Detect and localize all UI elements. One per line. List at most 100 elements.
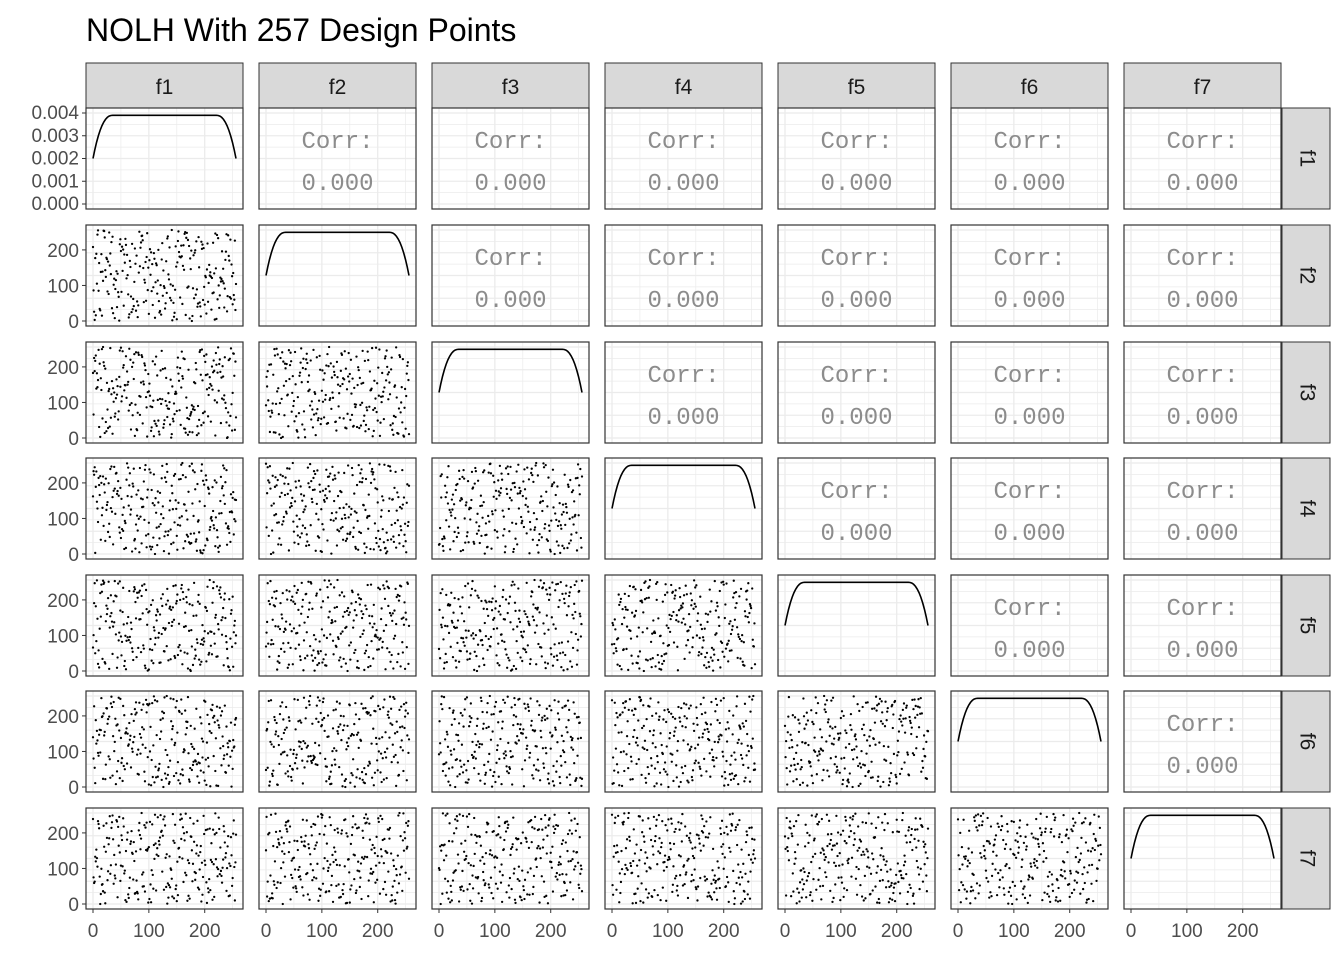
scatter-point (811, 720, 814, 724)
scatter-point (382, 706, 385, 709)
scatter-point (292, 399, 296, 403)
scatter-point (270, 772, 274, 775)
scatter-point (569, 478, 572, 482)
scatter-point (805, 723, 808, 726)
scatter-point (124, 634, 127, 637)
scatter-point (624, 700, 628, 703)
scatter-point (222, 606, 225, 610)
scatter-point (742, 641, 745, 644)
scatter-point (631, 778, 634, 781)
scatter-point (96, 739, 99, 742)
scatter-point (508, 659, 511, 662)
scatter-point (373, 622, 376, 625)
scatter-point (232, 491, 235, 494)
scatter-point (694, 586, 697, 589)
scatter-point (689, 748, 692, 751)
scatter-point (273, 485, 277, 488)
scatter-point (507, 771, 510, 775)
scatter-point (740, 639, 743, 643)
scatter-point (281, 751, 284, 754)
scatter-point (274, 476, 277, 479)
scatter-point (123, 253, 126, 256)
scatter-point (652, 619, 655, 622)
scatter-point (301, 524, 305, 527)
scatter-point (373, 771, 377, 774)
scatter-point (460, 743, 464, 746)
scatter-point (316, 763, 319, 767)
scatter-point (369, 547, 372, 551)
scatter-point (817, 759, 820, 762)
scatter-point (400, 739, 403, 742)
scatter-point (163, 650, 166, 653)
scatter-point (153, 857, 156, 861)
scatter-point (384, 546, 387, 550)
scatter-point (729, 763, 732, 766)
scatter-point (197, 888, 201, 891)
scatter-point (164, 627, 167, 630)
corr-label: Corr: (1166, 479, 1238, 506)
scatter-point (176, 760, 180, 764)
scatter-point (313, 755, 316, 759)
scatter-point (174, 706, 177, 709)
scatter-point (503, 527, 506, 531)
scatter-point (128, 876, 132, 879)
scatter-point (349, 734, 353, 737)
scatter-point (196, 425, 199, 428)
scatter-point (100, 583, 103, 586)
scatter-point (225, 641, 228, 644)
scatter-point (289, 599, 293, 602)
scatter-point (127, 466, 130, 469)
scatter-point (145, 255, 148, 259)
scatter-point (482, 607, 485, 610)
scatter-point (199, 716, 202, 719)
scatter-point (151, 599, 154, 602)
scatter-point (230, 275, 234, 278)
scatter-point (307, 700, 311, 703)
scatter-point (343, 513, 346, 517)
scatter-point (517, 463, 520, 466)
scatter-point (626, 720, 629, 723)
scatter-point (211, 828, 215, 831)
scatter-point (372, 429, 375, 433)
panel-border (258, 690, 417, 793)
scatter-point (218, 358, 221, 361)
scatter-point (99, 475, 102, 478)
scatter-point (114, 783, 118, 786)
scatter-point (518, 620, 522, 624)
scatter-point (343, 610, 346, 614)
scatter-point (101, 417, 104, 420)
scatter-point (489, 645, 492, 648)
scatter-point (315, 502, 318, 506)
panel-f1-f2: Corr:0.000 (258, 107, 417, 210)
scatter-point (444, 774, 447, 777)
scatter-point (295, 756, 298, 759)
scatter-point (439, 475, 442, 478)
corr-value: 0.000 (1166, 521, 1238, 548)
scatter-point (698, 765, 701, 768)
scatter-point (333, 586, 336, 589)
scatter-point (359, 472, 362, 475)
scatter-point (528, 662, 532, 666)
scatter-point (348, 505, 351, 508)
scatter-point (234, 833, 238, 836)
scatter-point (474, 757, 478, 760)
scatter-point (349, 358, 353, 361)
scatter-point (540, 736, 543, 739)
scatter-point (672, 641, 676, 644)
scatter-point (322, 658, 325, 661)
corr-label: Corr: (474, 129, 546, 156)
scatter-point (233, 619, 237, 623)
scatter-point (658, 715, 661, 718)
scatter-point (217, 628, 220, 631)
scatter-point (157, 501, 160, 504)
scatter-point (853, 748, 856, 751)
scatter-point (310, 761, 313, 764)
scatter-point (637, 719, 640, 722)
scatter-point (457, 531, 460, 535)
scatter-point (133, 588, 137, 591)
scatter-point (265, 620, 269, 624)
scatter-point (219, 280, 223, 283)
scatter-point (742, 725, 745, 728)
scatter-point (614, 628, 617, 631)
scatter-point (284, 367, 287, 370)
